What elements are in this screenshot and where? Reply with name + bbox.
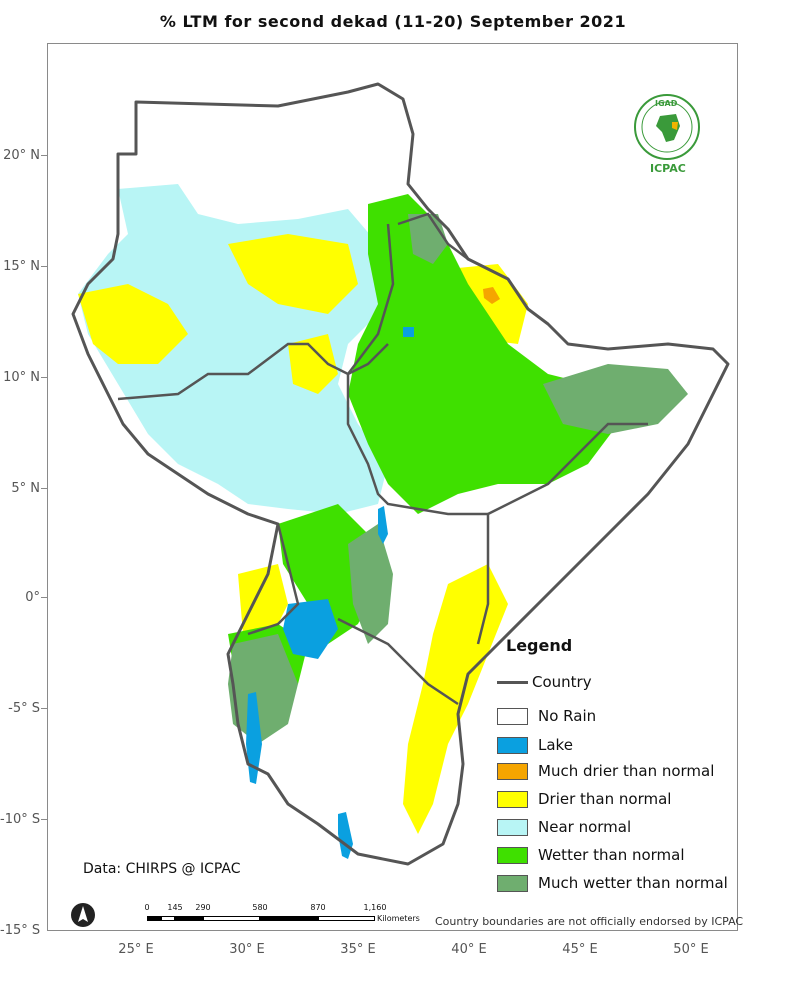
boundary-ethiopia-west xyxy=(346,223,488,516)
zone-much-wetter-drc xyxy=(228,634,298,744)
boundary-eritrea xyxy=(397,212,469,260)
scale-label-1160: 1,160 xyxy=(363,903,387,912)
lon-label-30e: 30° E xyxy=(229,942,265,957)
swatch-drier xyxy=(497,790,528,808)
lake-malawi xyxy=(338,812,353,859)
rainfall-anomaly-zones xyxy=(78,184,688,859)
lat-tick-10n xyxy=(41,377,47,378)
icpac-logo: IGAD ICPAC xyxy=(632,92,702,178)
scale-label-145: 145 xyxy=(167,903,183,912)
logo-bottom-text: ICPAC xyxy=(650,162,686,175)
zone-wetter-uganda xyxy=(278,504,378,644)
lat-label-10n: 10° N xyxy=(3,370,40,385)
map-title: % LTM for second dekad (11-20) September… xyxy=(159,12,627,31)
scale-label-0: 0 xyxy=(144,903,150,912)
scale-segment-3 xyxy=(175,916,203,921)
lat-label-15n: 15° N xyxy=(3,259,40,274)
legend-title: Legend xyxy=(506,636,573,655)
scale-unit: Kilometers xyxy=(377,914,420,923)
zone-drier-west xyxy=(78,284,188,364)
lat-tick-0 xyxy=(41,597,47,598)
lat-tick-5s xyxy=(41,708,47,709)
zone-much-wetter-kenya xyxy=(348,524,393,644)
legend-label-near-normal: Near normal xyxy=(538,818,632,836)
north-arrow-icon xyxy=(70,902,96,928)
scale-label-870: 870 xyxy=(310,903,326,912)
lon-label-35e: 35° E xyxy=(340,942,376,957)
zone-drier-central xyxy=(228,234,358,314)
legend-label-lake: Lake xyxy=(538,736,573,754)
lon-label-45e: 45° E xyxy=(562,942,598,957)
legend-label-wetter: Wetter than normal xyxy=(538,846,685,864)
lat-label-10s: -10° S xyxy=(0,812,41,827)
lat-label-15s: -15° S xyxy=(0,923,41,938)
legend-row-country: Country xyxy=(497,672,592,692)
zone-much-wetter-somalia xyxy=(543,364,688,434)
lon-label-25e: 25° E xyxy=(118,942,154,957)
zone-wetter-ethiopia xyxy=(348,194,618,514)
data-credit: Data: CHIRPS @ ICPAC xyxy=(83,861,241,877)
lat-tick-5n xyxy=(41,488,47,489)
zone-much-wetter-ethiopia xyxy=(408,214,448,264)
igad-emblem-icon xyxy=(634,94,700,160)
legend-label-drier: Drier than normal xyxy=(538,790,672,808)
boundary-ethiopia-somalia xyxy=(487,422,648,516)
scale-segment-1 xyxy=(147,916,161,921)
lake-turkana xyxy=(378,506,388,544)
lake-tana xyxy=(403,327,414,337)
lat-tick-10s xyxy=(41,819,47,820)
country-line-symbol xyxy=(497,680,528,684)
lat-tick-15n xyxy=(41,266,47,267)
disclaimer: Country boundaries are not officially en… xyxy=(435,915,744,928)
lake-victoria xyxy=(283,599,338,659)
boundary-kenya-tanzania xyxy=(337,617,459,706)
legend-label-much-wetter: Much wetter than normal xyxy=(538,874,728,892)
lon-label-40e: 40° E xyxy=(451,942,487,957)
legend-row-much-wetter: Much wetter than normal xyxy=(497,873,728,893)
scale-segment-4 xyxy=(203,916,260,921)
lat-label-20n: 20° N xyxy=(3,148,40,163)
swatch-no-rain xyxy=(497,707,528,725)
swatch-much-drier xyxy=(497,762,528,780)
legend-row-drier: Drier than normal xyxy=(497,789,671,809)
legend-row-lake: Lake xyxy=(497,735,573,755)
zone-drier-sudan xyxy=(288,334,338,394)
legend-row-wetter: Wetter than normal xyxy=(497,845,685,865)
boundary-uganda-drc xyxy=(247,523,300,636)
lat-label-0: 0° xyxy=(25,590,40,605)
lon-label-50e: 50° E xyxy=(673,942,709,957)
lat-label-5s: -5° S xyxy=(8,701,40,716)
legend-row-much-drier: Much drier than normal xyxy=(497,761,714,781)
legend-label-much-drier: Much drier than normal xyxy=(538,762,715,780)
legend-label-country: Country xyxy=(532,673,592,691)
lat-tick-20n xyxy=(41,155,47,156)
zone-drier-kenya-coast xyxy=(403,564,508,834)
map-frame xyxy=(47,43,738,931)
lake-tanganyika xyxy=(246,692,262,784)
legend-row-no-rain: No Rain xyxy=(497,706,596,726)
scale-segment-2 xyxy=(161,916,175,921)
zone-much-drier-eritrea xyxy=(483,287,500,304)
swatch-much-wetter xyxy=(497,874,528,892)
scale-label-290: 290 xyxy=(195,903,211,912)
legend-label-no-rain: No Rain xyxy=(538,707,597,725)
map-canvas xyxy=(71,82,730,866)
boundary-sudan-southsudan xyxy=(117,342,389,401)
swatch-wetter xyxy=(497,846,528,864)
legend-row-near-normal: Near normal xyxy=(497,817,631,837)
scale-segment-5 xyxy=(260,916,318,921)
scale-bar: 0 145 290 580 870 1,160 Kilometers xyxy=(144,903,430,925)
swatch-near-normal xyxy=(497,818,528,836)
scale-segment-6 xyxy=(318,916,375,921)
boundary-kenya-somalia xyxy=(476,514,490,645)
region-outline xyxy=(71,82,730,866)
lat-label-5n: 5° N xyxy=(11,481,40,496)
swatch-lake xyxy=(497,736,528,754)
logo-top-text: IGAD xyxy=(655,99,678,108)
scale-label-580: 580 xyxy=(252,903,268,912)
